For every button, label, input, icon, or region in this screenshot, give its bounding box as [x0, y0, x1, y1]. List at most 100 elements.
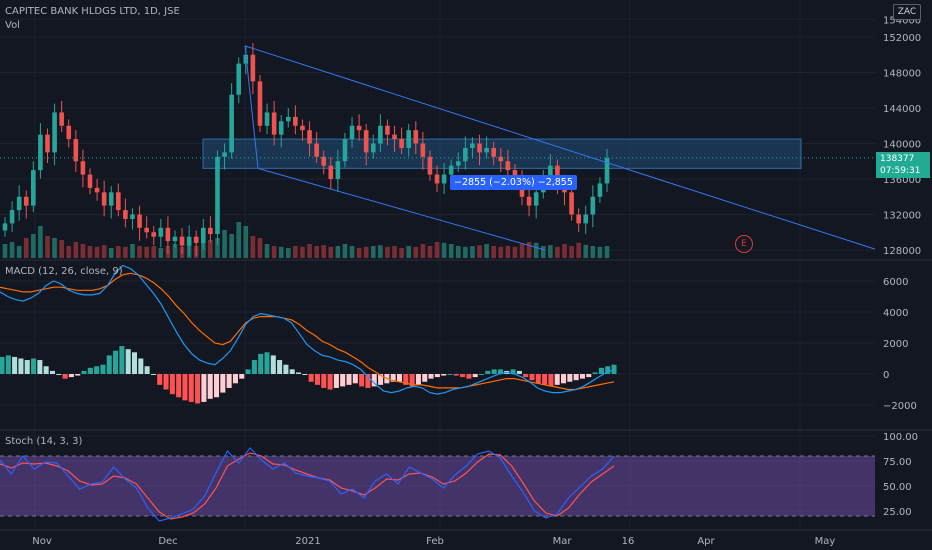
macd-histogram-bar [188, 374, 194, 402]
macd-histogram-bar [277, 360, 283, 374]
volume-bar [370, 246, 376, 258]
volume-bar [264, 244, 270, 258]
candle-body [257, 81, 263, 126]
candle-body [427, 156, 433, 175]
candle-body [236, 63, 242, 95]
time-axis-label: May [815, 536, 836, 547]
macd-histogram-bar [415, 374, 421, 385]
macd-histogram-bar [453, 374, 459, 376]
macd-histogram-bar [125, 349, 131, 374]
macd-histogram-bar [75, 374, 81, 376]
macd-histogram-bar [371, 374, 377, 387]
candle-body [307, 130, 312, 144]
candle-body [505, 161, 511, 171]
macd-histogram-bar [472, 374, 478, 378]
macd-histogram-bar [195, 374, 201, 404]
macd-histogram-bar [485, 370, 491, 374]
time-axis-label: 2021 [295, 536, 320, 547]
volume-bar [540, 246, 546, 258]
volume-bar [335, 246, 341, 258]
candle-body [491, 147, 496, 157]
candle-body [590, 196, 596, 215]
candle-body [512, 170, 518, 179]
earnings-marker[interactable]: E [735, 235, 753, 253]
symbol-title[interactable]: CAPITEC BANK HLDGS LTD, 1D, JSE [5, 6, 180, 17]
candle-body [392, 134, 397, 140]
macd-histogram-bar [466, 374, 472, 379]
macd-histogram-bar [598, 367, 604, 374]
candle-body [420, 143, 426, 157]
volume-bar [314, 246, 319, 258]
price-axis-label: 128000 [883, 246, 921, 257]
volume-bar [215, 238, 220, 258]
measure-label[interactable]: −2855 (−2.03%) −2,855 [450, 175, 577, 190]
macd-histogram-bar [81, 370, 87, 374]
stoch-label[interactable]: Stoch (14, 3, 3) [5, 436, 83, 447]
candle-body [179, 236, 185, 246]
volume-bar [101, 245, 107, 258]
volume-bar [307, 244, 312, 258]
candle-body [498, 156, 504, 162]
volume-bar [87, 246, 93, 258]
price-axis-label: 154000 [883, 15, 921, 26]
candle-body [9, 210, 15, 224]
macd-histogram-bar [264, 352, 270, 374]
macd-histogram-bar [308, 374, 314, 382]
volume-label[interactable]: Vol [5, 20, 20, 31]
trendlines-layer[interactable] [244, 45, 876, 251]
macd-histogram-bar [567, 374, 573, 382]
candle-body [484, 147, 489, 153]
macd-label[interactable]: MACD (12, 26, close, 9) [5, 266, 123, 277]
candle-body [172, 236, 178, 242]
volume-bar [342, 244, 348, 258]
candle-body [94, 187, 100, 193]
candle-body [52, 112, 57, 153]
macd-histogram-bar [491, 369, 497, 374]
currency-badge[interactable]: ZAC [893, 4, 921, 20]
candle-body [455, 161, 461, 166]
macd-axis-label: 2000 [883, 339, 908, 350]
volume-bar [229, 234, 234, 258]
candle-body [116, 192, 121, 211]
volume-bar [392, 246, 397, 258]
candle-body [349, 125, 355, 140]
candle-body [448, 165, 454, 175]
candle-body [285, 116, 291, 122]
macd-line [0, 264, 615, 395]
macd-histogram-bar [207, 374, 213, 399]
candle-body [406, 130, 411, 148]
volume-bar [243, 226, 249, 258]
stoch-band [0, 456, 875, 516]
candle-body [555, 165, 560, 184]
macd-histogram-bar [434, 374, 440, 378]
candle-body [328, 165, 334, 179]
pane-separators[interactable] [0, 259, 932, 531]
macd-histogram-bar [176, 374, 182, 398]
macd-axis-label: 6000 [883, 277, 908, 288]
stoch-k-line [0, 447, 615, 522]
macd-histogram-bar [586, 374, 592, 378]
volume-bar [519, 244, 525, 258]
time-axis-label: Mar [553, 536, 573, 547]
macd-axis-label: 4000 [883, 308, 908, 319]
candle-body [193, 236, 199, 243]
volume-bar [583, 244, 589, 258]
macd-histogram-bar [510, 369, 516, 374]
macd-histogram-bar [592, 372, 598, 374]
volume-bar [420, 244, 426, 258]
macd-histogram-bar [100, 364, 106, 374]
candle-body [38, 134, 43, 171]
candle-body [45, 134, 50, 153]
macd-histogram-bar [157, 374, 163, 385]
candle-body [583, 214, 589, 224]
volume-bar [363, 246, 369, 258]
volume-bar [385, 246, 390, 258]
volume-bar [201, 242, 206, 258]
macd-histogram-bar [18, 358, 24, 374]
volume-bar [23, 238, 29, 258]
macd-histogram-bar [365, 374, 371, 388]
volume-bar [498, 246, 504, 258]
macd-histogram-bar [302, 374, 308, 375]
volume-bar [576, 242, 581, 258]
